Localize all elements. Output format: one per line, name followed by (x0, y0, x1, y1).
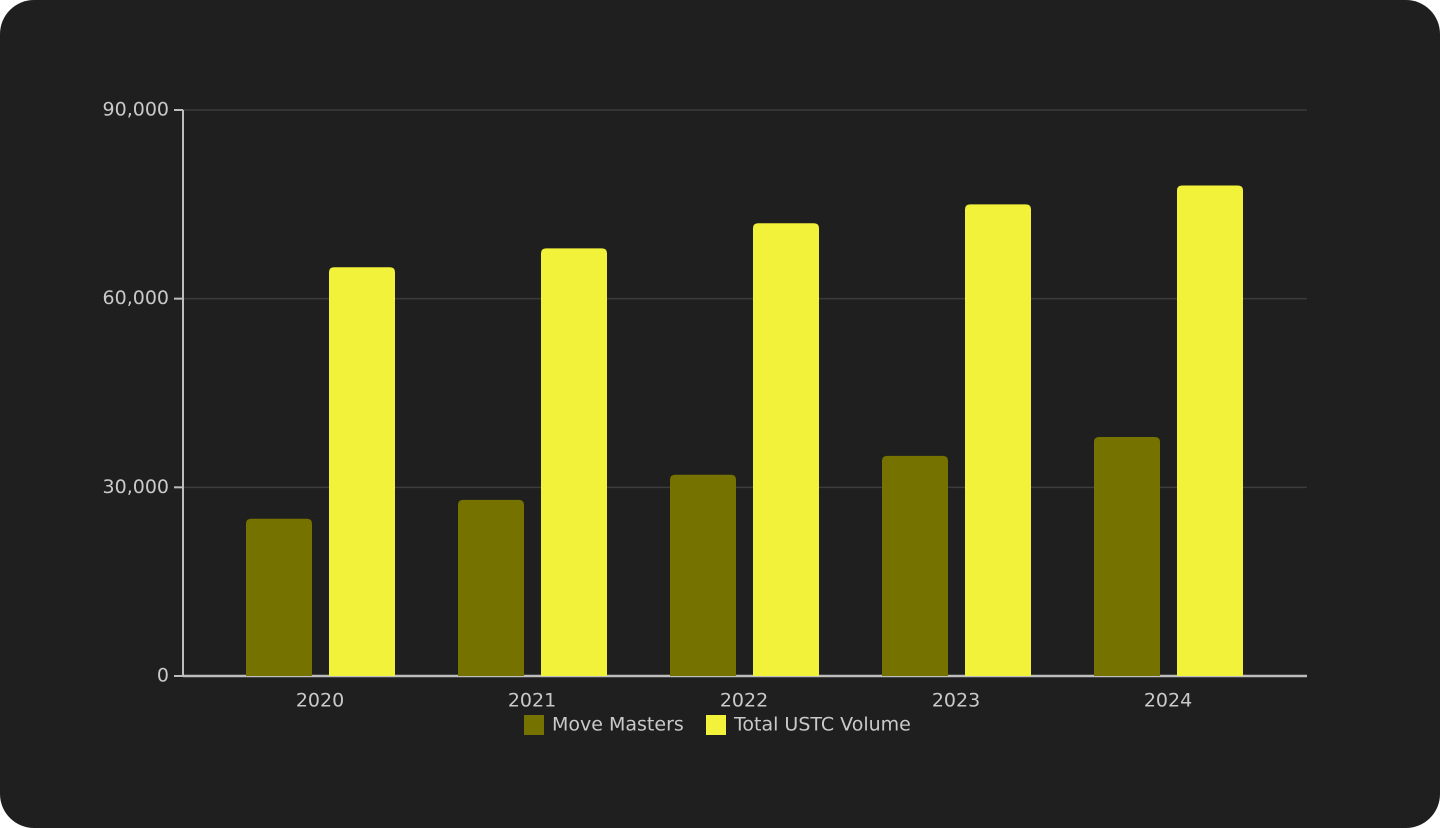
bar (1177, 185, 1243, 676)
bar (882, 455, 948, 676)
x-tick-label: 2023 (932, 690, 980, 712)
legend-swatch (524, 715, 544, 735)
bar (246, 518, 312, 676)
bar (670, 474, 736, 676)
bar (329, 267, 395, 676)
bar (965, 204, 1031, 677)
bar (753, 223, 819, 676)
x-tick-label: 2021 (508, 690, 556, 712)
y-tick-label: 0 (157, 665, 169, 687)
y-tick-label: 90,000 (103, 99, 169, 121)
bar (541, 248, 607, 676)
x-tick-label: 2020 (296, 690, 344, 712)
bar (1094, 437, 1160, 676)
legend-label: Move Masters (552, 714, 684, 736)
legend-label: Total USTC Volume (733, 714, 911, 736)
bar (458, 499, 524, 676)
y-tick-label: 60,000 (103, 287, 169, 309)
y-tick-label: 30,000 (103, 476, 169, 498)
legend-swatch (706, 715, 726, 735)
x-tick-label: 2022 (720, 690, 768, 712)
x-tick-label: 2024 (1144, 690, 1192, 712)
